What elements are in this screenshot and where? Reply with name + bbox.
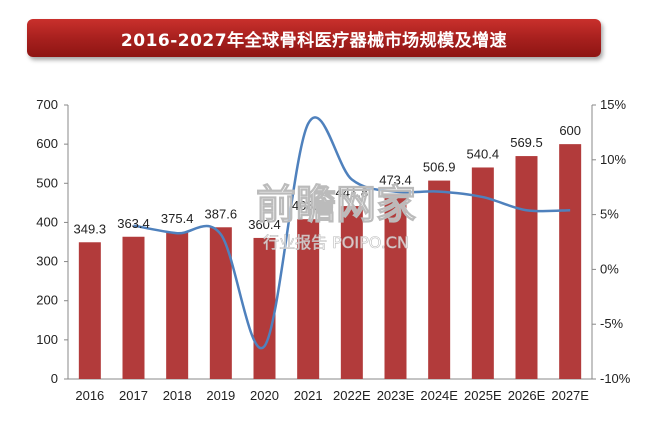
watermark: 前瞻网家 行业报告 POIPO.CN	[256, 182, 417, 253]
x-tick-label: 2026E	[508, 388, 546, 403]
x-tick-label: 2017	[119, 388, 148, 403]
x-tick-label: 2018	[163, 388, 192, 403]
y-right-tick-label: -5%	[600, 316, 624, 331]
y-right-tick-label: 15%	[600, 97, 626, 112]
x-tick-label: 2022E	[333, 388, 371, 403]
y-right-tick-label: 10%	[600, 152, 626, 167]
bar-data-label: 441.8	[336, 185, 369, 200]
bar	[166, 232, 189, 379]
bar-data-label: 408.3	[292, 198, 325, 213]
bar	[384, 193, 407, 379]
y-left-tick-label: 300	[36, 254, 58, 269]
bar	[78, 242, 101, 379]
bar	[428, 180, 451, 379]
bar-data-label: 349.3	[74, 221, 107, 236]
bar-data-label: 600	[559, 123, 581, 138]
bar	[209, 227, 232, 379]
y-left-tick-label: 200	[36, 293, 58, 308]
bar	[515, 156, 538, 379]
bar-data-label: 360.4	[248, 217, 281, 232]
y-left-tick-label: 700	[36, 97, 58, 112]
y-right-tick-label: 0%	[600, 261, 619, 276]
bar-data-label: 363.4	[117, 216, 150, 231]
bar-data-label: 473.4	[379, 173, 412, 188]
chart-title: 2016-2027年全球骨科医疗器械市场规模及增速	[120, 30, 508, 51]
x-tick-label: 2016	[75, 388, 104, 403]
bar-data-label: 375.4	[161, 211, 194, 226]
bar	[297, 219, 320, 379]
y-left-tick-label: 0	[51, 371, 58, 386]
y-left-tick-label: 400	[36, 214, 58, 229]
y-left-tick-label: 500	[36, 175, 58, 190]
y-right-tick-label: -10%	[600, 371, 631, 386]
watermark-sub: 行业报告 POIPO.CN	[263, 233, 409, 252]
bar	[471, 167, 494, 379]
x-tick-label: 2027E	[551, 388, 589, 403]
watermark-main: 前瞻网家	[256, 182, 416, 228]
y-right-tick-label: 5%	[600, 207, 619, 222]
x-tick-label: 2025E	[464, 388, 502, 403]
bar	[253, 237, 276, 379]
y-left-tick-label: 100	[36, 332, 58, 347]
x-tick-label: 2024E	[420, 388, 458, 403]
bar-data-label: 540.4	[467, 146, 500, 161]
bar-data-label: 387.6	[205, 206, 238, 221]
bar	[122, 236, 145, 379]
x-tick-label: 2020	[250, 388, 279, 403]
x-tick-label: 2021	[294, 388, 323, 403]
bar-data-label: 506.9	[423, 160, 456, 175]
growth-rate-line	[133, 116, 571, 350]
x-tick-label: 2023E	[377, 388, 415, 403]
bar	[559, 144, 582, 379]
x-tick-label: 2019	[206, 388, 235, 403]
bar-data-label: 569.5	[510, 135, 543, 150]
bar	[340, 206, 363, 379]
y-left-tick-label: 600	[36, 136, 58, 151]
chart-title-bar: 2016-2027年全球骨科医疗器械市场规模及增速	[27, 19, 601, 57]
